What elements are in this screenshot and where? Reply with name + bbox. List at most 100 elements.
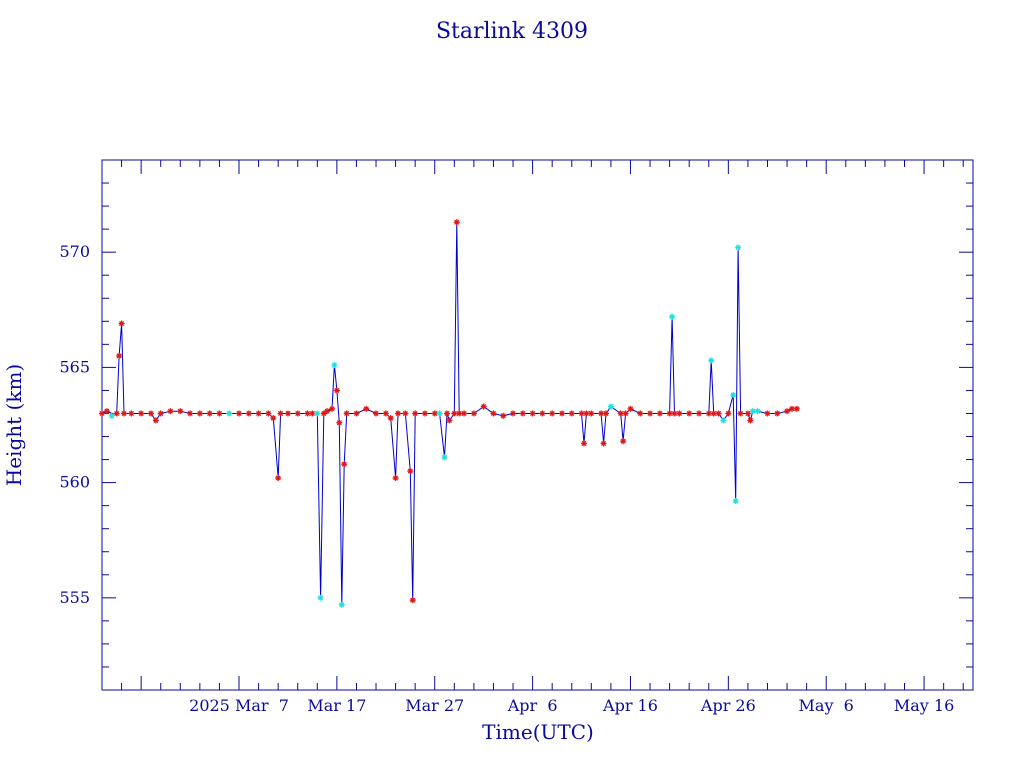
marker-stroke <box>99 410 105 417</box>
data-point-red <box>387 415 394 422</box>
data-point-red <box>647 410 654 417</box>
marker-stroke <box>412 410 418 417</box>
marker-stroke <box>451 410 457 417</box>
marker-stroke <box>676 410 682 417</box>
data-point-red <box>382 410 389 417</box>
data-point-red <box>407 468 414 475</box>
data-point-red <box>118 320 125 327</box>
marker-stroke <box>490 410 497 417</box>
marker-stroke <box>444 410 450 417</box>
data-point-red <box>588 410 595 417</box>
marker-stroke <box>393 475 399 481</box>
data-point-red <box>265 410 272 417</box>
marker-stroke <box>341 461 347 467</box>
x-tick-label: Mar 27 <box>405 696 464 715</box>
marker-stroke <box>620 438 626 444</box>
marker-stroke <box>304 410 311 417</box>
data-point-cyan <box>441 454 448 461</box>
data-point-red <box>620 438 627 445</box>
data-point-red <box>519 410 526 417</box>
data-point-cyan <box>314 410 321 417</box>
marker-stroke <box>153 417 159 423</box>
marker-stroke <box>733 498 739 504</box>
data-point-red <box>147 410 154 417</box>
data-point-red <box>695 410 702 417</box>
x-axis-title: Time(UTC) <box>482 720 594 744</box>
marker-stroke <box>177 408 183 414</box>
marker-stroke <box>706 410 712 417</box>
marker-stroke <box>583 410 589 417</box>
chart-title: Starlink 4309 <box>436 19 588 44</box>
data-point-cyan <box>317 594 324 601</box>
marker-stroke <box>481 404 487 410</box>
data-point-red <box>529 410 536 417</box>
data-point-red <box>725 410 732 417</box>
marker-stroke <box>114 410 120 417</box>
marker-stroke <box>539 410 545 417</box>
data-point-cyan <box>226 410 233 417</box>
data-point-red <box>128 410 135 417</box>
data-point-red <box>363 405 370 412</box>
data-point-red <box>138 410 145 417</box>
marker-stroke <box>275 475 281 481</box>
y-tick-label: 570 <box>59 242 90 261</box>
marker-stroke <box>671 410 678 417</box>
marker-stroke <box>104 408 110 414</box>
marker-stroke <box>236 410 242 417</box>
marker-stroke <box>265 410 271 417</box>
data-point-red <box>216 410 223 417</box>
x-tick-label: Mar 17 <box>307 696 366 715</box>
data-point-cyan <box>338 601 345 608</box>
marker-stroke <box>128 410 134 417</box>
marker-stroke <box>454 219 460 225</box>
x-tick-label: May 16 <box>894 696 954 715</box>
marker-stroke <box>667 410 673 417</box>
data-point-cyan <box>669 313 676 320</box>
marker-stroke <box>669 314 675 320</box>
data-point-red <box>103 408 110 415</box>
marker-stroke <box>388 415 394 421</box>
x-tick-labels: 2025 Mar 7 Mar 17 Mar 27 Apr 6 Apr 16 Apr 26 M… <box>189 696 954 715</box>
data-point-red <box>710 410 717 417</box>
marker-stroke <box>383 410 389 417</box>
marker-stroke <box>344 410 350 417</box>
marker-stroke <box>334 387 340 393</box>
data-point-red <box>395 410 402 417</box>
data-point-red <box>99 410 105 417</box>
data-point-cyan <box>749 408 756 415</box>
data-point-red <box>784 408 791 415</box>
marker-stroke <box>336 420 342 426</box>
plot-frame <box>101 159 974 691</box>
y-tick-label: 555 <box>59 588 90 607</box>
marker-stroke <box>329 406 335 412</box>
data-point-cyan <box>754 408 761 415</box>
marker-stroke <box>158 410 164 417</box>
data-point-red <box>333 387 340 394</box>
marker-stroke <box>410 597 416 603</box>
data-point-red <box>715 410 722 417</box>
data-point-red <box>446 417 453 424</box>
data-point-red <box>580 440 587 447</box>
data-point-red <box>500 412 507 419</box>
data-point-red <box>737 410 744 417</box>
marker-stroke <box>559 410 565 417</box>
data-point-red <box>461 410 468 417</box>
marker-stroke <box>600 440 607 446</box>
data-point-red <box>603 410 610 417</box>
data-point-red <box>121 410 128 417</box>
data-point-red <box>600 440 607 447</box>
marker-stroke <box>657 410 663 417</box>
marker-stroke <box>461 410 467 417</box>
marker-stroke <box>373 410 379 417</box>
data-point-cyan <box>732 498 739 505</box>
marker-stroke <box>321 410 327 417</box>
data-point-red <box>275 475 282 481</box>
data-point-cyan <box>436 410 443 417</box>
data-point-red <box>157 410 164 417</box>
marker-stroke <box>402 410 408 417</box>
data-point-red <box>324 408 331 415</box>
data-point-red <box>270 415 277 422</box>
marker-stroke <box>715 410 722 417</box>
data-point-red <box>113 410 120 417</box>
